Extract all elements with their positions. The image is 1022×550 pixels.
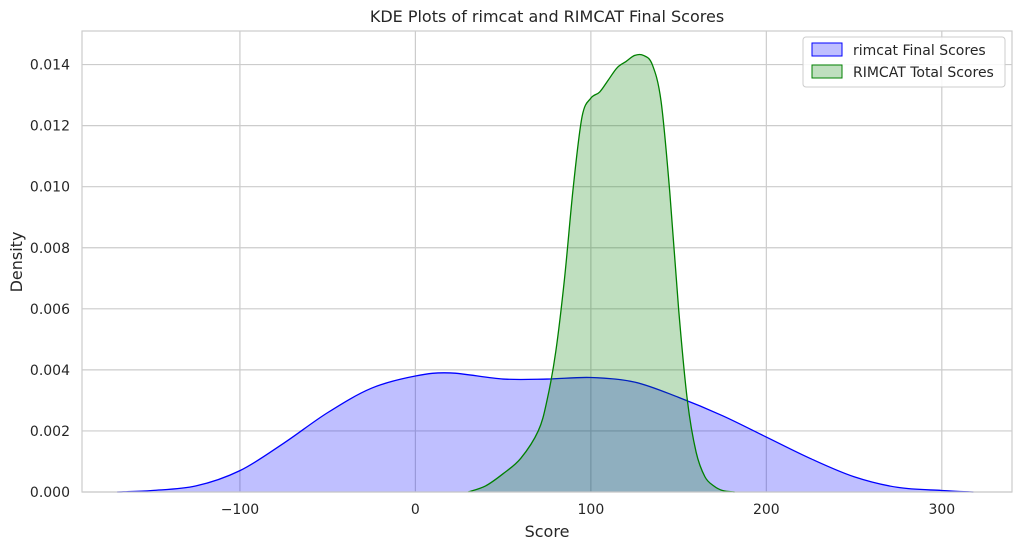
legend: rimcat Final Scores RIMCAT Total Scores [802, 36, 1006, 88]
x-tick-label: 300 [928, 502, 955, 518]
y-tick-label: 0.014 [30, 58, 70, 74]
x-tick-label: 100 [578, 502, 605, 518]
x-axis-label: Score [525, 522, 570, 541]
x-tick-labels: −100 0 100 200 300 [221, 502, 955, 518]
legend-swatch-rimcat-total [811, 64, 843, 79]
series-area-0 [117, 372, 974, 492]
legend-swatch-rimcat [811, 42, 843, 57]
y-tick-label: 0.004 [30, 363, 70, 379]
grid-lines [82, 31, 1012, 493]
y-axis-label: Density [7, 232, 26, 293]
y-tick-label: 0.002 [30, 424, 70, 440]
series-area-1 [468, 54, 735, 493]
y-tick-label: 0.010 [30, 180, 70, 196]
plot-area-background [82, 31, 1012, 492]
y-tick-labels: 0.000 0.002 0.004 0.006 0.008 0.010 0.012 0.014 [30, 58, 70, 501]
legend-label-rimcat-total: RIMCAT Total Scores [853, 65, 994, 81]
plot-frame [81, 30, 1013, 493]
legend-box [802, 36, 1006, 88]
y-tick-label: 0.008 [30, 241, 70, 257]
series-layer [117, 53, 974, 493]
y-tick-label: 0.000 [30, 485, 70, 501]
chart-title: KDE Plots of rimcat and RIMCAT Final Sco… [370, 7, 724, 26]
x-tick-label: −100 [221, 502, 259, 518]
series-line-0 [117, 372, 974, 493]
x-tick-label: 0 [411, 502, 420, 518]
legend-label-rimcat: rimcat Final Scores [853, 43, 986, 59]
y-tick-label: 0.006 [30, 302, 70, 318]
y-tick-label: 0.012 [30, 119, 70, 135]
series-line-1 [467, 53, 735, 493]
x-tick-label: 200 [753, 502, 780, 518]
